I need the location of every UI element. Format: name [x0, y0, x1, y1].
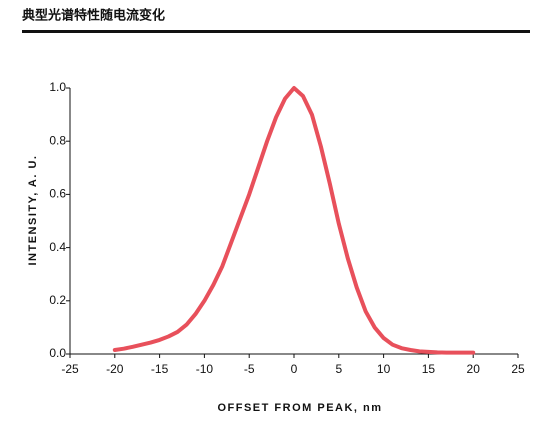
- x-tick-label: -10: [196, 362, 214, 376]
- y-tick-label: 0.8: [49, 133, 66, 147]
- title-rule: [22, 30, 530, 33]
- x-tick-label: 25: [511, 362, 525, 376]
- y-tick-label: 1.0: [49, 80, 66, 94]
- y-tick-label: 0.2: [49, 293, 66, 307]
- x-tick-label: 10: [377, 362, 391, 376]
- chart-title: 典型光谱特性随电流变化: [22, 7, 165, 22]
- x-tick-label: 0: [291, 362, 298, 376]
- x-axis-title: OFFSET FROM PEAK, nm: [217, 402, 382, 414]
- y-tick-label: 0.4: [49, 240, 66, 254]
- x-tick-label: -5: [244, 362, 255, 376]
- x-tick-label: -15: [151, 362, 169, 376]
- data-line: [112, 86, 476, 355]
- x-tick-label: 15: [422, 362, 436, 376]
- y-tick-label: 0.0: [49, 346, 66, 360]
- y-axis-title: INTENSITY, A. U.: [27, 155, 39, 266]
- y-tick-label: 0.6: [49, 187, 66, 201]
- x-tick-label: 20: [467, 362, 481, 376]
- x-tick-label: -20: [106, 362, 124, 376]
- x-tick-label: 5: [335, 362, 342, 376]
- x-tick-label: -25: [61, 362, 79, 376]
